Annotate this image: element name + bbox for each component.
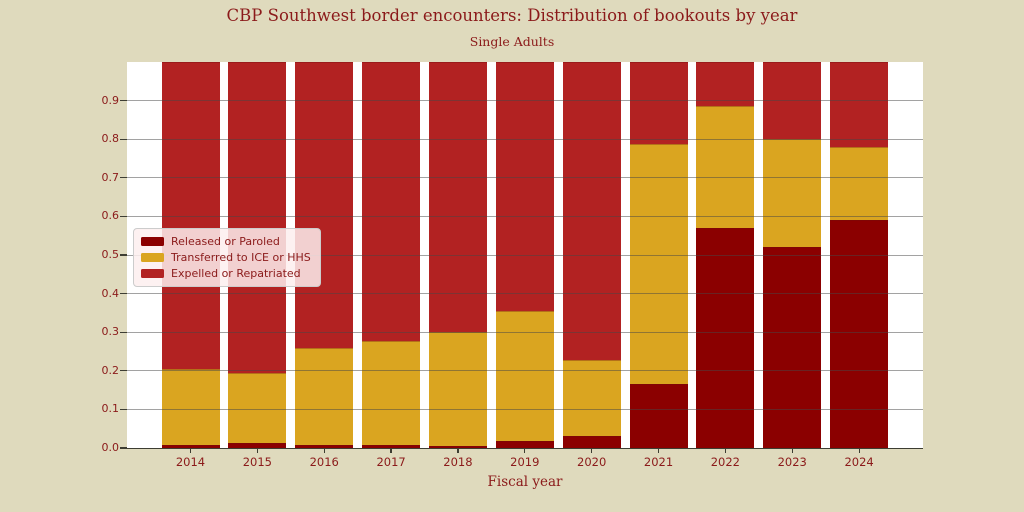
y-tick-label: 0.4	[101, 286, 120, 300]
bar-segment-2019-0	[495, 441, 554, 448]
bar-segment-2019-1	[495, 311, 554, 442]
y-tick-mark	[120, 177, 127, 179]
y-tick-label: 0.0	[101, 441, 120, 454]
y-tick-label: 0.3	[101, 325, 120, 339]
y-tick-mark	[120, 100, 127, 102]
bar-segment-2020-1	[562, 360, 621, 437]
x-tick-label: 2015	[242, 455, 272, 469]
bar-segment-2016-0	[295, 444, 354, 448]
x-tick-label: 2021	[643, 455, 674, 469]
y-tick-label: 0.9	[101, 93, 120, 107]
legend-item: Transferred to ICE or HHS	[141, 251, 311, 264]
chart-title: CBP Southwest border encounters: Distrib…	[226, 6, 798, 25]
y-tick-mark	[120, 408, 127, 410]
bar-segment-2023-1	[763, 139, 822, 248]
bar-segment-2024-2	[830, 62, 889, 147]
y-tick-mark	[120, 138, 127, 140]
x-tick-mark	[323, 448, 325, 453]
bar-segment-2015-0	[228, 443, 287, 448]
x-tick-mark	[591, 448, 593, 453]
bar-segment-2022-2	[696, 62, 755, 107]
plot-area: 2014 2015 2016 2017 2018 2019 2020 2021 2022 2023…	[102, 62, 923, 469]
x-tick-label: 2014	[175, 455, 206, 469]
bar-segment-2016-1	[295, 348, 354, 445]
x-tick-mark	[256, 448, 258, 453]
legend: Released or Paroled Transferred to ICE or…	[133, 228, 321, 287]
x-tick-label: 2020	[577, 455, 607, 469]
x-tick-mark	[457, 448, 459, 453]
x-tick-label: 2019	[510, 455, 540, 469]
y-tick-label: 0.1	[101, 402, 120, 416]
y-tick-mark	[120, 215, 127, 217]
bar-segment-2017-1	[362, 341, 421, 445]
legend-label: Released or Paroled	[171, 235, 280, 248]
bar-segment-2023-0	[763, 247, 822, 448]
y-tick-label: 0.8	[101, 132, 120, 146]
y-tick-mark	[120, 331, 127, 333]
bar-segment-2023-2	[763, 62, 822, 140]
bar-segment-2014-1	[161, 368, 220, 446]
bar-segment-2020-2	[562, 62, 621, 360]
bar-segment-2022-0	[696, 227, 755, 448]
x-tick-mark	[791, 448, 793, 453]
x-tick-mark	[390, 448, 392, 453]
bar-segment-2021-1	[629, 143, 688, 385]
bar-segment-2014-2	[161, 62, 220, 369]
bar-segment-2021-0	[629, 384, 688, 448]
bar-segment-2017-2	[362, 62, 421, 342]
y-tick-label: 0.2	[101, 363, 120, 377]
x-tick-mark	[858, 448, 860, 453]
x-tick-label: 2023	[777, 455, 807, 469]
bar-segment-2022-1	[696, 106, 755, 228]
y-tick-mark	[120, 254, 127, 256]
bar-segment-2024-0	[830, 220, 889, 448]
legend-swatch-icon	[141, 253, 164, 262]
bar-segment-2015-2	[228, 62, 287, 373]
x-tick-label: 2018	[443, 455, 473, 469]
bar-segment-2021-2	[629, 62, 688, 144]
legend-swatch-icon	[141, 237, 164, 246]
bar-segment-2019-2	[495, 62, 554, 312]
y-tick-label: 0.7	[101, 170, 120, 184]
x-tick-mark	[524, 448, 526, 453]
x-tick-label: 2024	[844, 455, 874, 469]
x-tick-label: 2022	[710, 455, 741, 469]
bar-segment-2016-2	[295, 62, 354, 349]
x-axis-label: Fiscal year	[487, 474, 563, 490]
bar-segment-2014-0	[161, 445, 220, 448]
legend-item: Expelled or Repatriated	[141, 267, 311, 280]
x-tick-mark	[657, 448, 660, 453]
bar-segment-2018-0	[428, 446, 487, 448]
bar-segment-2020-0	[562, 436, 621, 448]
legend-label: Expelled or Repatriated	[171, 267, 301, 280]
bar-segment-2017-0	[362, 444, 421, 448]
y-tick-mark	[120, 293, 127, 295]
bar-segment-2015-1	[228, 372, 287, 444]
bar-segment-2018-2	[428, 62, 487, 333]
bar-segment-2018-1	[428, 332, 487, 447]
x-tick-mark	[724, 448, 726, 453]
y-tick-label: 0.6	[101, 209, 120, 223]
bar-segment-2024-1	[830, 146, 889, 221]
legend-swatch-icon	[141, 269, 164, 278]
chart-subtitle: Single Adults	[469, 34, 555, 49]
y-tick-mark	[120, 370, 127, 372]
x-tick-mark	[189, 448, 192, 453]
legend-label: Transferred to ICE or HHS	[171, 251, 311, 264]
x-tick-label: 2016	[309, 455, 339, 469]
y-tick-mark	[120, 447, 127, 449]
y-tick-label: 0.5	[101, 248, 120, 261]
x-tick-label: 2017	[376, 455, 406, 469]
legend-item: Released or Paroled	[141, 235, 311, 248]
